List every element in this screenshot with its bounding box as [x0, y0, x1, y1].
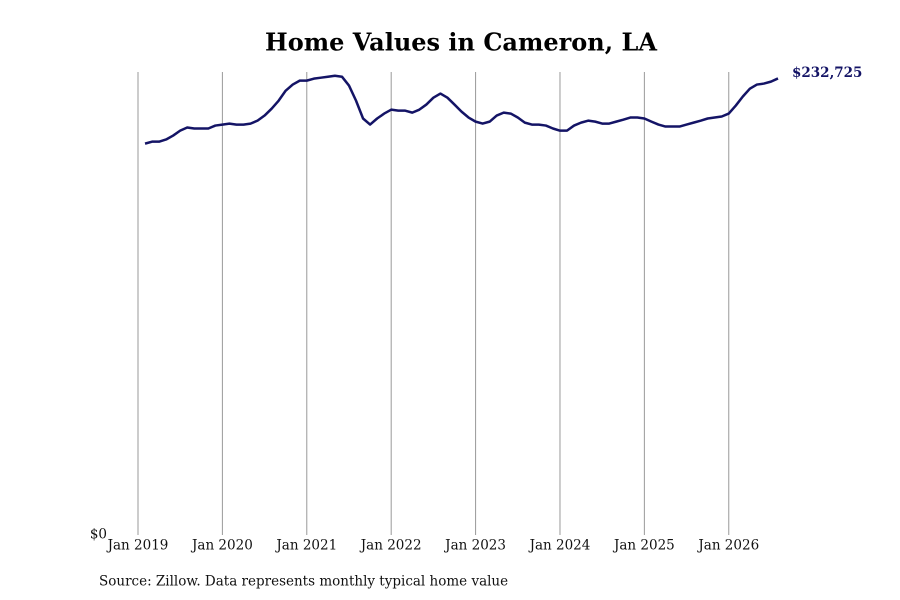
x-tick-label: Jan 2025 — [612, 538, 675, 554]
line — [144, 74, 779, 145]
x-tick-label: Jan 2023 — [443, 538, 506, 554]
chart-title: Home Values in Cameron, LA — [265, 28, 657, 57]
x-tick-label: Jan 2020 — [190, 538, 253, 554]
x-tick-label: Jan 2026 — [696, 538, 759, 554]
source-note: Source: Zillow. Data represents monthly … — [99, 574, 508, 590]
x-tick-label: Jan 2022 — [359, 538, 422, 554]
end-value-label: $232,725 — [792, 65, 862, 81]
x-tick-label: Jan 2024 — [528, 538, 591, 554]
x-tick-label: Jan 2021 — [274, 538, 337, 554]
x-tick-label: Jan 2019 — [106, 538, 169, 554]
y-tick-label: $0 — [90, 527, 107, 543]
